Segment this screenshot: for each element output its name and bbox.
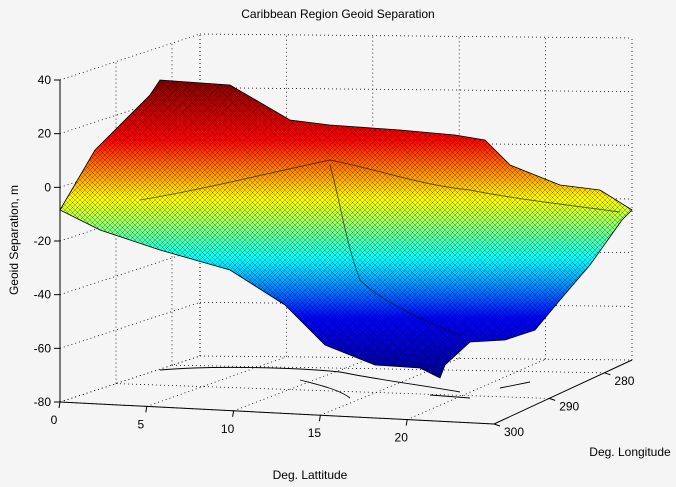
y-gridline-floor [115, 383, 550, 399]
y-tick [493, 423, 501, 427]
z-tick-label: -60 [34, 341, 52, 355]
x-tick-label: 10 [221, 422, 235, 436]
x-tick [232, 410, 235, 417]
x-tick-label: 20 [395, 431, 409, 445]
z-tick-label: -20 [34, 234, 52, 248]
z-tick-label: -40 [34, 288, 52, 302]
x-gridline-floor [233, 357, 373, 412]
x-tick-label: 0 [51, 413, 58, 427]
surface-trough [329, 164, 461, 336]
axes: -80 -60 -40 -20 0 20 40 0 5 10 15 20 280 290 300 [34, 73, 635, 445]
y-gridline-floor [171, 364, 605, 374]
surface [59, 79, 633, 399]
x-axis-label: Deg. Lattitude [273, 468, 348, 482]
x-tick [145, 406, 148, 413]
chart-title: Caribbean Region Geoid Separation [241, 7, 434, 21]
y-tick [604, 372, 611, 376]
z-gridline-left-wall [59, 87, 201, 135]
surface-ridge [139, 159, 621, 213]
y-tick-label: 290 [559, 399, 579, 413]
x-axis-line [59, 401, 495, 425]
z-tick-label: 0 [44, 180, 51, 194]
surface-mesh [60, 80, 632, 378]
z-gridline-left-wall [59, 355, 201, 403]
z-gridline-left-wall [59, 301, 201, 349]
z-tick-label: 20 [38, 127, 52, 141]
coastline-projection [159, 366, 531, 399]
z-gridline-back-wall [199, 87, 633, 93]
y-axis-label: Deg. Longitude [589, 445, 671, 459]
x-gridline-floor [146, 356, 287, 407]
x-tick [58, 401, 61, 409]
z-tick-label: -80 [34, 395, 52, 409]
x-tick-label: 5 [137, 417, 144, 431]
x-tick [405, 419, 408, 426]
z-axis-label: Geoid Separation, m [7, 185, 21, 295]
x-tick [318, 415, 321, 422]
z-gridline-left-wall [59, 194, 201, 242]
z-gridline-left-wall [59, 33, 201, 81]
x-gridline-floor [59, 355, 201, 403]
y-tick-label: 280 [614, 374, 634, 388]
y-tick [549, 397, 556, 401]
z-gridline-back-wall [199, 33, 633, 39]
y-tick-label: 300 [504, 425, 524, 439]
z-tick-label: 40 [38, 73, 52, 87]
z-gridline-left-wall [59, 248, 201, 296]
y-axis-line [493, 359, 633, 425]
x-tick-label: 15 [308, 426, 322, 440]
